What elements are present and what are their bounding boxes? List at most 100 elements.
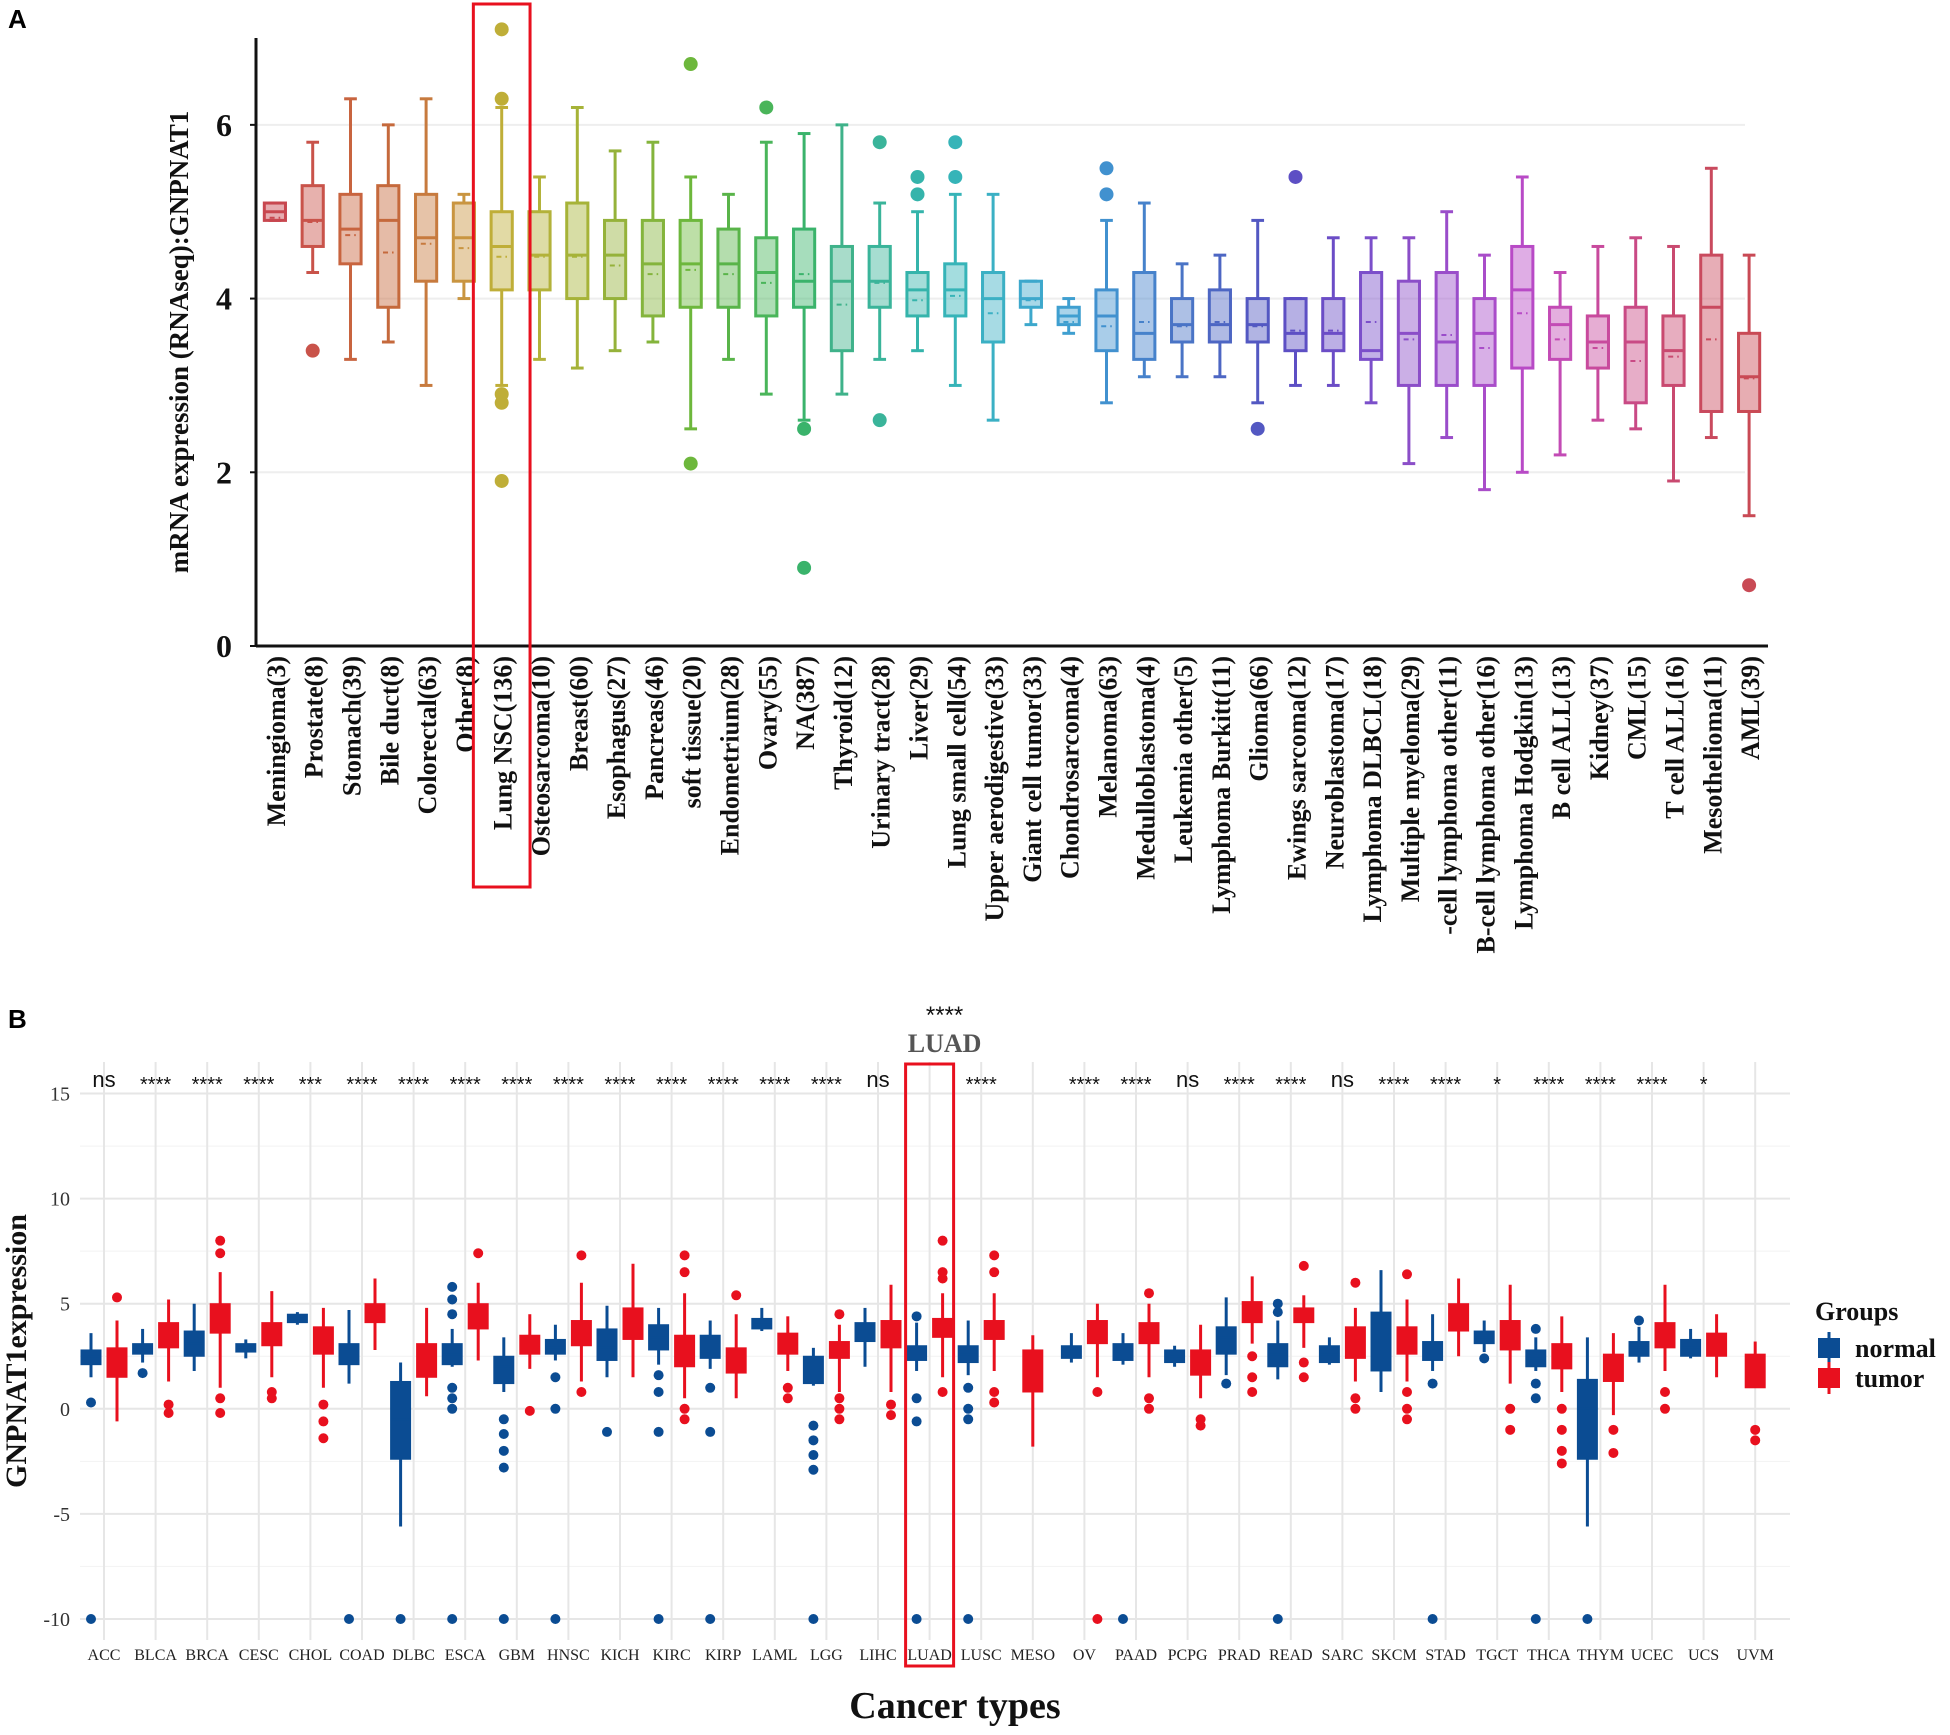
b-box-normal-22 xyxy=(1215,1297,1237,1389)
b-outlier-point xyxy=(679,1250,690,1261)
b-significance-label-17: **** xyxy=(966,1074,997,1096)
b-box-body xyxy=(699,1334,721,1359)
b-box-tumor-7 xyxy=(467,1248,489,1361)
b-x-tick-label-20: PAAD xyxy=(1115,1647,1157,1664)
a-box-body xyxy=(300,184,325,248)
b-box-normal-1 xyxy=(132,1328,154,1379)
a-box-body xyxy=(1283,297,1308,353)
b-box-body xyxy=(1654,1322,1676,1349)
a-x-tick-label-15: Thyroid(12) xyxy=(829,656,858,790)
b-box-normal-28 xyxy=(1525,1323,1547,1624)
a-box-30 xyxy=(1396,236,1421,466)
b-outlier-point xyxy=(163,1408,174,1419)
a-box-27 xyxy=(1283,169,1308,387)
b-box-tumor-9 xyxy=(570,1250,592,1397)
b-legend-title: Groups xyxy=(1815,1297,1898,1326)
a-outlier-point xyxy=(683,57,698,72)
b-y-axis-title: GNPNAT1expression xyxy=(0,1214,33,1488)
b-outlier-point xyxy=(911,1311,922,1322)
b-significance-label-8: **** xyxy=(501,1074,532,1096)
b-significance-label-22: **** xyxy=(1224,1074,1255,1096)
b-box-tumor-4 xyxy=(312,1307,334,1444)
b-x-tick-label-25: SKCM xyxy=(1371,1647,1416,1664)
b-outlier-point xyxy=(447,1403,458,1414)
b-outlier-point xyxy=(447,1309,458,1320)
a-box-6 xyxy=(489,22,514,488)
a-outlier-point xyxy=(1099,187,1114,202)
a-x-tick-label-26: Glioma(66) xyxy=(1245,656,1274,782)
a-x-tick-label-8: Breast(60) xyxy=(564,656,593,771)
a-box-body xyxy=(1434,271,1459,387)
b-x-tick-label-15: LIHC xyxy=(859,1647,896,1664)
b-significance-label-12: **** xyxy=(708,1074,739,1096)
b-box-body xyxy=(1422,1341,1444,1361)
a-outlier-point xyxy=(759,100,774,115)
b-y-tick-label-1: -5 xyxy=(53,1504,70,1526)
b-outlier-point xyxy=(1272,1298,1283,1309)
b-outlier-point xyxy=(318,1433,329,1444)
b-outlier-point xyxy=(1350,1403,1361,1414)
a-x-tick-label-35: Kidney(37) xyxy=(1585,656,1614,780)
b-outlier-point xyxy=(808,1435,819,1446)
b-box-normal-19 xyxy=(1060,1333,1082,1363)
a-x-tick-label-5: Other(8) xyxy=(451,656,480,753)
b-outlier-point xyxy=(1556,1424,1567,1435)
b-outlier-point xyxy=(498,1462,509,1473)
b-box-body xyxy=(338,1343,360,1366)
b-x-tick-label-3: CESC xyxy=(239,1647,279,1664)
b-outlier-point xyxy=(576,1386,587,1397)
b-outlier-point xyxy=(1582,1613,1593,1624)
b-outlier-point xyxy=(989,1386,1000,1397)
b-x-tick-label-5: COAD xyxy=(339,1647,384,1664)
b-box-body xyxy=(80,1349,102,1366)
b-outlier-point xyxy=(266,1393,277,1404)
b-outlier-point xyxy=(602,1426,612,1437)
b-outlier-point xyxy=(1530,1378,1541,1389)
a-y-tick-label-0: 0 xyxy=(216,628,232,664)
b-box-normal-11 xyxy=(648,1307,670,1624)
b-box-body xyxy=(674,1334,696,1368)
b-outlier-point xyxy=(550,1372,561,1383)
b-outlier-point xyxy=(963,1414,974,1425)
a-outlier-point xyxy=(1288,169,1303,184)
b-outlier-point xyxy=(1247,1351,1258,1362)
b-box-normal-17 xyxy=(957,1320,979,1624)
b-outlier-point xyxy=(782,1393,793,1404)
b-box-normal-21 xyxy=(1164,1345,1186,1367)
b-outlier-point xyxy=(1247,1372,1258,1383)
b-x-tick-label-6: DLBC xyxy=(392,1647,435,1664)
b-significance-label-13: **** xyxy=(759,1074,790,1096)
b-box-tumor-16 xyxy=(932,1235,954,1397)
b-outlier-point xyxy=(163,1399,174,1410)
b-box-normal-27 xyxy=(1473,1320,1495,1364)
a-outlier-point xyxy=(1250,421,1265,436)
b-outlier-point xyxy=(1298,1372,1309,1383)
b-y-tick-label-3: 5 xyxy=(60,1294,70,1316)
b-y-tick-label-0: -10 xyxy=(43,1609,70,1631)
b-outlier-point xyxy=(1530,1323,1541,1334)
b-outlier-point xyxy=(498,1613,509,1624)
a-x-tick-label-21: Chondrosarcoma(4) xyxy=(1056,656,1085,879)
a-x-tick-label-0: Meningioma(3) xyxy=(262,656,291,826)
b-outlier-point xyxy=(524,1405,535,1416)
b-box-tumor-22 xyxy=(1241,1276,1263,1397)
b-outlier-point xyxy=(1530,1613,1541,1624)
b-outlier-point xyxy=(834,1393,845,1404)
a-box-36 xyxy=(1623,236,1648,431)
b-box-body xyxy=(1086,1320,1108,1345)
b-box-body xyxy=(751,1317,773,1330)
b-box-body xyxy=(1293,1307,1315,1324)
b-legend-label-tumor: tumor xyxy=(1855,1364,1924,1393)
a-box-body xyxy=(1359,271,1384,361)
b-outlier-point xyxy=(215,1235,226,1246)
b-outlier-point xyxy=(1092,1386,1103,1397)
b-box-tumor-8 xyxy=(519,1314,541,1416)
b-plot-area xyxy=(80,1062,1790,1640)
a-box-1 xyxy=(300,140,325,358)
b-outlier-point xyxy=(731,1290,742,1301)
a-outlier-point xyxy=(948,169,963,184)
b-outlier-point xyxy=(808,1613,819,1624)
a-outlier-point xyxy=(948,135,963,150)
b-box-body xyxy=(854,1322,876,1343)
b-outlier-point xyxy=(989,1250,1000,1261)
